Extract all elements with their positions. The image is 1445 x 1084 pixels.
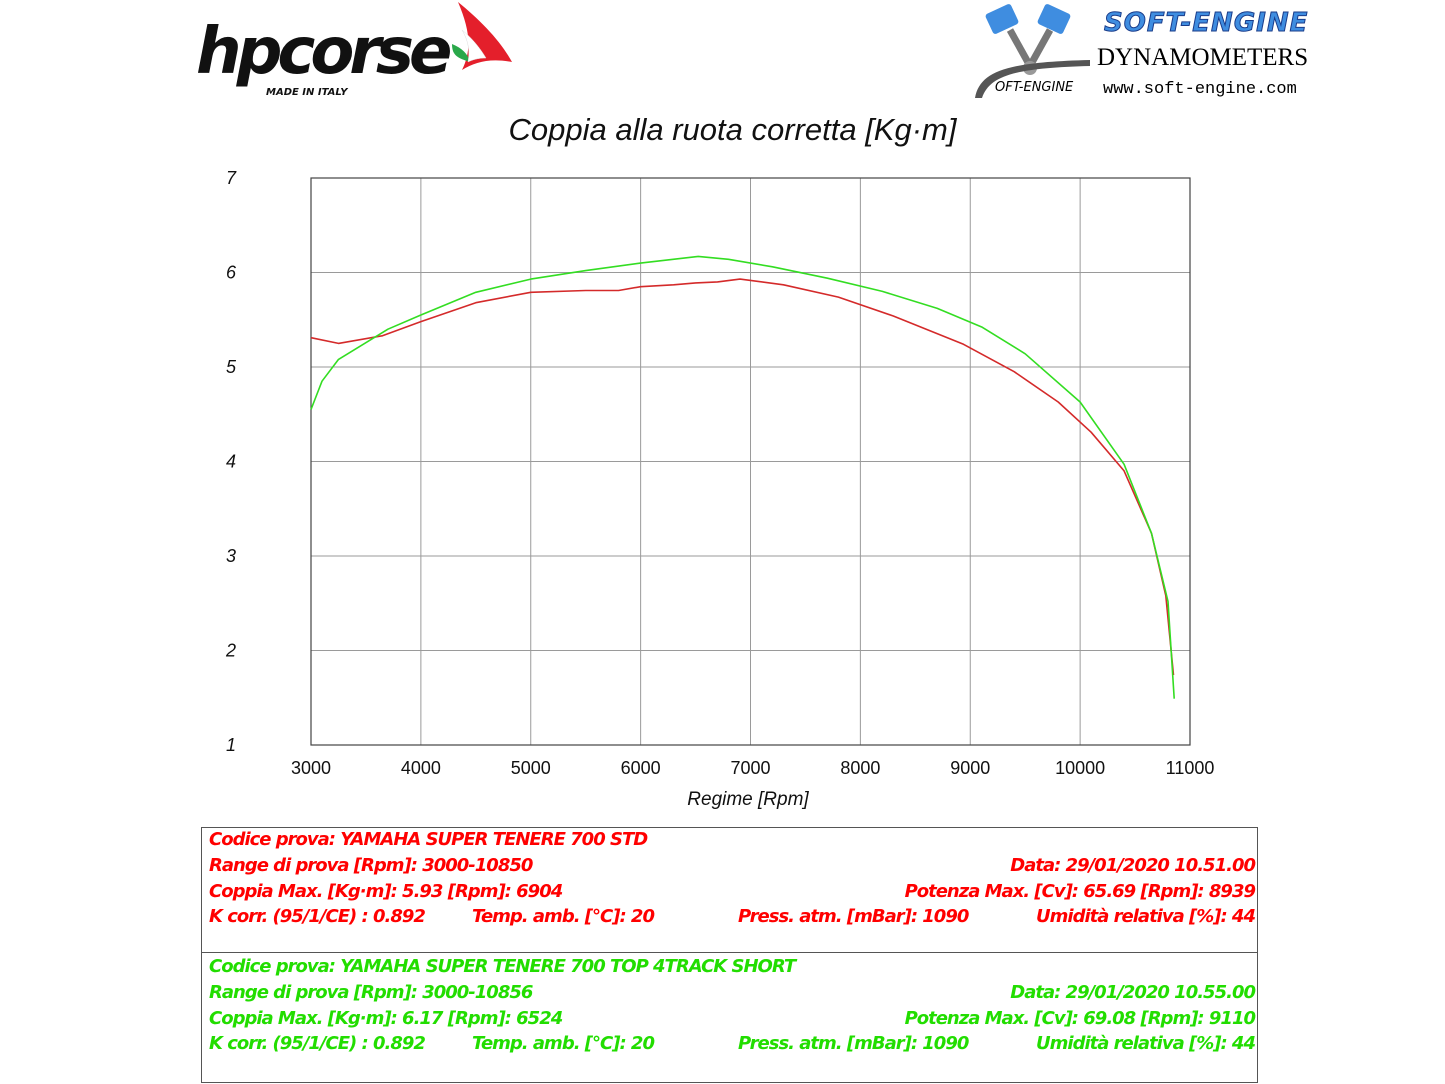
x-tick-label: 6000 [621, 758, 661, 778]
test-line-3: Coppia Max. [Kg·m]: 6.17 [Rpm]: 6524 Pot… [209, 1008, 1256, 1034]
soft-engine-pistons-icon [975, 4, 1090, 98]
series-line-4track [310, 255, 1175, 699]
x-axis-label: Regime [Rpm] [687, 789, 809, 810]
plot-frame [310, 177, 1191, 746]
y-tick-label: 4 [226, 452, 236, 472]
chart-series [310, 255, 1175, 699]
test-line-1: Codice prova: YAMAHA SUPER TENERE 700 ST… [209, 829, 1255, 855]
y-tick-label: 3 [226, 546, 236, 566]
test-power: Potenza Max. [Cv]: 69.08 [Rpm]: 9110 [904, 1008, 1256, 1029]
x-tick-label: 4000 [401, 758, 441, 778]
test-torque: Coppia Max. [Kg·m]: 6.17 [Rpm]: 6524 [209, 1008, 563, 1029]
chart-title: Coppia alla ruota corretta [Kg·m] [508, 112, 957, 147]
test-line-1: Codice prova: YAMAHA SUPER TENERE 700 TO… [209, 956, 1255, 982]
series-line-std [310, 278, 1175, 676]
test-temp: Temp. amb. [°C]: 20 [472, 906, 655, 927]
x-tick-label: 3000 [291, 758, 331, 778]
test-press: Press. atm. [mBar]: 1090 [738, 906, 969, 927]
test-humid: Umidità relativa [%]: 44 [1036, 1033, 1256, 1054]
soft-engine-mini-label: OFT-ENGINE [995, 80, 1074, 95]
test-code: Codice prova: YAMAHA SUPER TENERE 700 ST… [209, 829, 648, 850]
test-press: Press. atm. [mBar]: 1090 [738, 1033, 969, 1054]
x-tick-label: 8000 [840, 758, 880, 778]
y-tick-label: 6 [226, 263, 237, 283]
test-kcorr: K corr. (95/1/CE) : 0.892 [209, 906, 426, 927]
test-power: Potenza Max. [Cv]: 65.69 [Rpm]: 8939 [904, 881, 1256, 902]
test-date: Data: 29/01/2020 10.55.00 [1010, 982, 1256, 1003]
x-tick-label: 9000 [950, 758, 990, 778]
test-torque: Coppia Max. [Kg·m]: 5.93 [Rpm]: 6904 [209, 881, 563, 902]
hpcorse-tagline: MADE IN ITALY [266, 87, 348, 98]
soft-engine-url: www.soft-engine.com [1103, 80, 1297, 99]
test-humid: Umidità relativa [%]: 44 [1036, 906, 1256, 927]
chart-grid [310, 177, 1191, 746]
test-line-4: K corr. (95/1/CE) : 0.892 Temp. amb. [°C… [209, 906, 1256, 932]
test-line-2: Range di prova [Rpm]: 3000-10856 Data: 2… [209, 982, 1256, 1008]
x-tick-label: 7000 [730, 758, 770, 778]
test-date: Data: 29/01/2020 10.51.00 [1010, 855, 1256, 876]
test-line-2: Range di prova [Rpm]: 3000-10850 Data: 2… [209, 855, 1256, 881]
y-tick-label: 1 [226, 735, 236, 755]
test-info-box-4track: Codice prova: YAMAHA SUPER TENERE 700 TO… [201, 953, 1258, 1083]
test-kcorr: K corr. (95/1/CE) : 0.892 [209, 1033, 426, 1054]
chart-ticks: 3000 4000 5000 6000 7000 8000 9000 10000 11000 1 2… [225, 168, 1214, 778]
x-tick-label: 10000 [1055, 758, 1105, 778]
x-tick-label: 11000 [1166, 758, 1215, 778]
soft-engine-title: SOFT-ENGINE [1103, 8, 1309, 39]
y-tick-label: 2 [225, 641, 236, 661]
test-info-box-std: Codice prova: YAMAHA SUPER TENERE 700 ST… [201, 827, 1258, 953]
x-tick-label: 5000 [511, 758, 551, 778]
torque-chart: 3000 4000 5000 6000 7000 8000 9000 10000 11000 1 2… [225, 168, 1214, 778]
test-range: Range di prova [Rpm]: 3000-10856 [209, 982, 533, 1003]
soft-engine-subtitle: DYNAMOMETERS [1097, 44, 1309, 71]
test-range: Range di prova [Rpm]: 3000-10850 [209, 855, 533, 876]
hpcorse-flag-swoosh-icon [452, 2, 512, 70]
test-code: Codice prova: YAMAHA SUPER TENERE 700 TO… [209, 956, 796, 977]
hpcorse-wordmark: hpcorse [196, 15, 452, 89]
test-line-4: K corr. (95/1/CE) : 0.892 Temp. amb. [°C… [209, 1033, 1256, 1059]
y-tick-label: 5 [226, 357, 237, 377]
test-line-3: Coppia Max. [Kg·m]: 5.93 [Rpm]: 6904 Pot… [209, 881, 1256, 907]
y-tick-label: 7 [226, 168, 237, 188]
test-temp: Temp. amb. [°C]: 20 [472, 1033, 655, 1054]
